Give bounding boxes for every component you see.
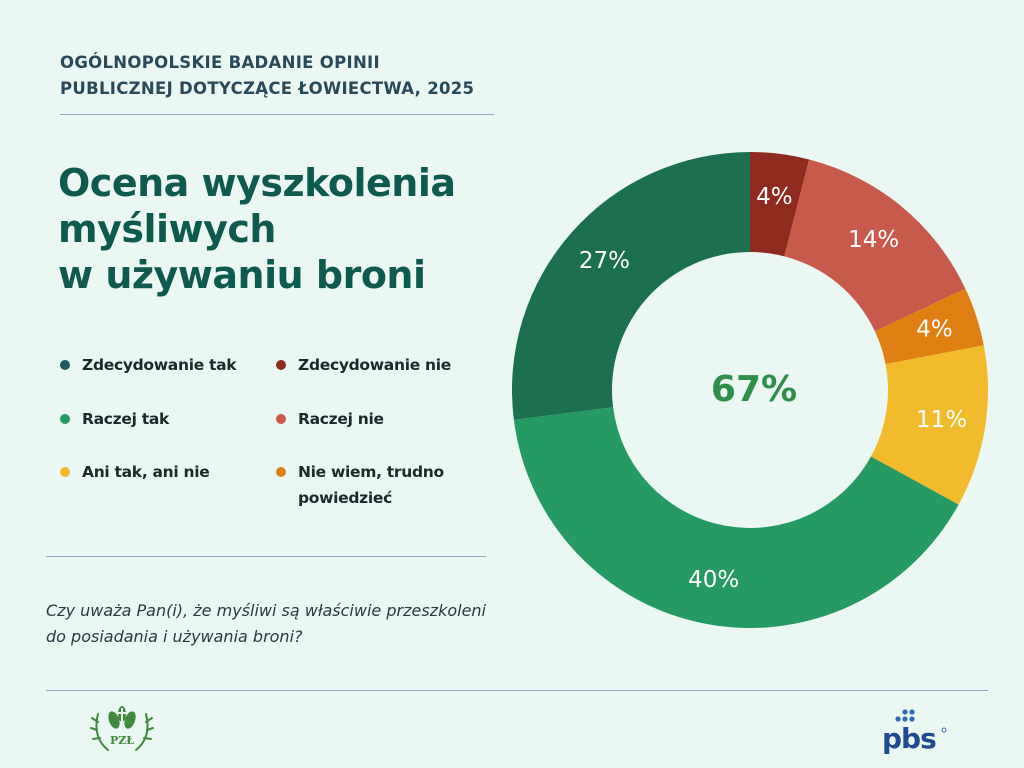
donut-slice-label-0: 4% xyxy=(756,184,793,210)
donut-slice-label-4: 40% xyxy=(688,567,739,593)
pbs-logo: pbs xyxy=(882,709,947,755)
survey-question: Czy uważa Pan(i), że myśliwi są właściwi… xyxy=(46,601,486,646)
legend-item-decidedly-yes: Zdecydowanie tak xyxy=(60,352,237,378)
chart-title-line1: Ocena wyszkolenia xyxy=(58,161,456,205)
pzl-logo-text: PZŁ xyxy=(110,734,134,747)
chart-title-line3: w używaniu broni xyxy=(58,253,426,297)
donut-slice-1 xyxy=(784,159,966,332)
survey-header-line1: OGÓLNOPOLSKIE BADANIE OPINII xyxy=(60,53,380,72)
legend-item-rather-no: Raczej nie xyxy=(276,406,384,432)
registered-mark-icon xyxy=(941,727,947,733)
legend-label-neither: Ani tak, ani nie xyxy=(82,463,210,481)
chart-title: Ocena wyszkolenia myśliwych w używaniu b… xyxy=(58,160,518,298)
header-divider xyxy=(60,114,494,115)
donut-slice-5 xyxy=(512,152,750,420)
legend-label-dont-know-line1: Nie wiem, trudno xyxy=(298,463,444,481)
donut-slice-label-1: 14% xyxy=(848,227,899,253)
donut-slice-labels: 4% 14% 4% 11% 40% 27% xyxy=(579,184,967,593)
dots-icon xyxy=(895,709,915,722)
pzl-logo: PZŁ xyxy=(90,706,154,751)
donut-slice-4 xyxy=(513,407,959,629)
donut-slice-0 xyxy=(750,152,810,257)
legend-label-rather-yes: Raczej tak xyxy=(82,410,170,428)
legend-swatch-decidedly-yes xyxy=(60,360,70,370)
donut-slice-2 xyxy=(874,288,984,365)
pbs-logo-text: pbs xyxy=(882,722,936,755)
donut-chart: 4% 14% 4% 11% 40% 27% 67% xyxy=(512,152,988,629)
legend-item-neither: Ani tak, ani nie xyxy=(60,459,210,485)
survey-header: OGÓLNOPOLSKIE BADANIE OPINII PUBLICZNEJ … xyxy=(60,50,520,102)
donut-slice-label-3: 11% xyxy=(916,407,967,433)
antlers-icon xyxy=(90,713,154,751)
legend-swatch-neither xyxy=(60,467,70,477)
donut-slice-label-5: 27% xyxy=(579,248,630,274)
legend-divider xyxy=(46,556,486,557)
legend-swatch-rather-no xyxy=(276,414,286,424)
legend-item-rather-yes: Raczej tak xyxy=(60,406,169,432)
legend-label-dont-know: Nie wiem, trudno powiedzieć xyxy=(298,459,444,511)
legend-item-dont-know: Nie wiem, trudno powiedzieć xyxy=(276,459,444,511)
donut-center-label: 67% xyxy=(711,369,797,410)
survey-header-line2: PUBLICZNEJ DOTYCZĄCE ŁOWIECTWA, 2025 xyxy=(60,79,475,98)
legend-item-decidedly-no: Zdecydowanie nie xyxy=(276,352,451,378)
donut-slice-3 xyxy=(870,345,988,505)
footer-divider xyxy=(46,690,988,691)
legend-label-decidedly-yes: Zdecydowanie tak xyxy=(82,356,237,374)
legend-label-rather-no: Raczej nie xyxy=(298,410,384,428)
donut-slices xyxy=(512,152,988,629)
chart-title-line2: myśliwych xyxy=(58,207,277,251)
legend-label-dont-know-line2: powiedzieć xyxy=(298,489,393,507)
legend-swatch-decidedly-no xyxy=(276,360,286,370)
donut-slice-label-2: 4% xyxy=(916,317,953,343)
legend-swatch-rather-yes xyxy=(60,414,70,424)
legend-swatch-dont-know xyxy=(276,467,286,477)
cross-icon xyxy=(117,708,127,722)
legend-label-decidedly-no: Zdecydowanie nie xyxy=(298,356,451,374)
